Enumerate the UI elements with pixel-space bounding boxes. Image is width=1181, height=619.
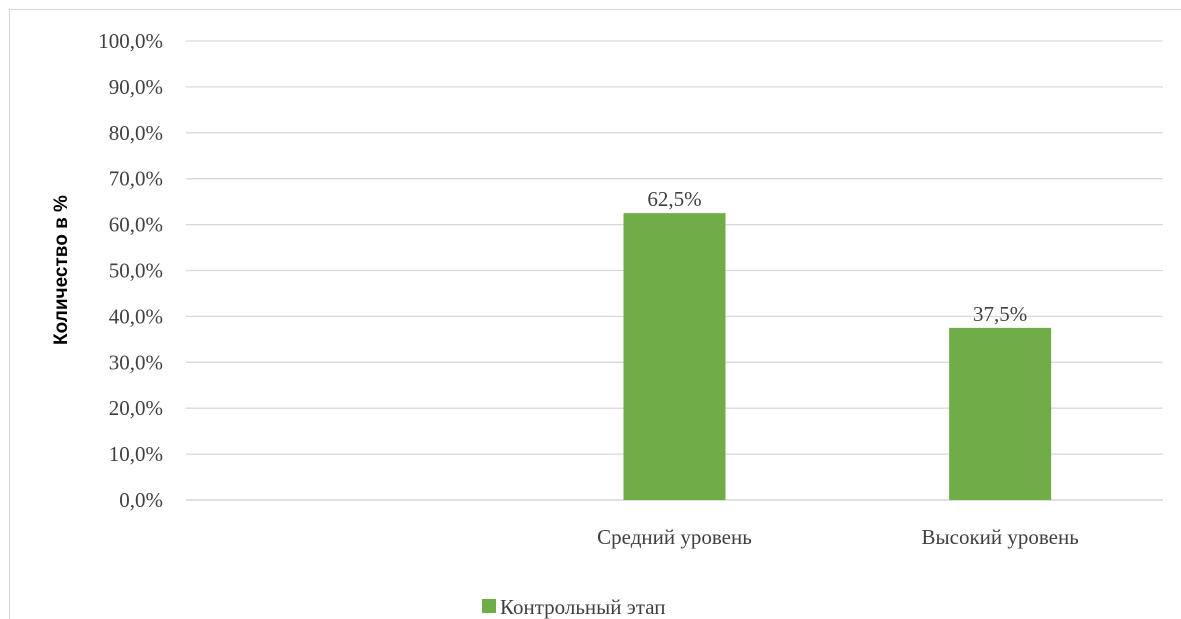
- y-axis-title: Количество в %: [51, 195, 72, 345]
- y-tick-label: 20,0%: [109, 396, 163, 420]
- chart-frame: [9, 9, 1181, 619]
- y-tick-label: 30,0%: [109, 350, 163, 374]
- data-label: 62,5%: [647, 187, 701, 211]
- y-tick-label: 90,0%: [109, 75, 163, 99]
- bars: [623, 213, 1052, 500]
- x-axis-category-labels: Средний уровень Высокий уровень: [597, 525, 1079, 549]
- bar: [949, 327, 1052, 500]
- y-tick-label: 80,0%: [109, 121, 163, 145]
- x-category-label: Средний уровень: [597, 525, 752, 549]
- y-tick-label: 10,0%: [109, 442, 163, 466]
- bar: [623, 213, 726, 500]
- y-axis-tick-labels: 0,0% 10,0% 20,0% 30,0% 40,0% 50,0% 60,0% 70,0% 8…: [98, 29, 163, 512]
- legend-label: Контрольный этап: [500, 595, 665, 619]
- legend: Контрольный этап: [482, 595, 665, 619]
- y-tick-label: 0,0%: [119, 488, 163, 512]
- y-tick-label: 40,0%: [109, 304, 163, 328]
- y-tick-label: 50,0%: [109, 259, 163, 283]
- legend-swatch: [482, 599, 496, 613]
- data-label: 37,5%: [973, 302, 1027, 326]
- y-tick-label: 100,0%: [98, 29, 163, 53]
- y-tick-label: 70,0%: [109, 167, 163, 191]
- x-category-label: Высокий уровень: [922, 525, 1079, 549]
- y-tick-label: 60,0%: [109, 213, 163, 237]
- data-labels: 62,5% 37,5%: [647, 187, 1027, 326]
